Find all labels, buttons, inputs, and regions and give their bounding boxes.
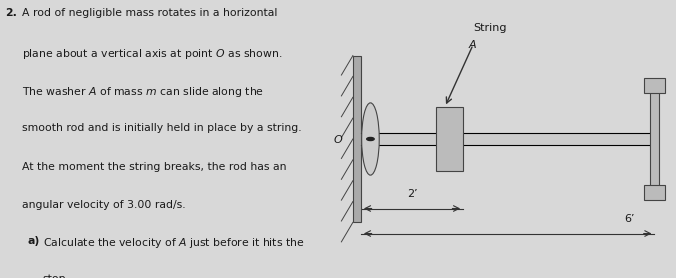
- Bar: [353, 56, 361, 222]
- Bar: [644, 185, 665, 200]
- Text: $O$: $O$: [333, 133, 343, 145]
- Text: 2.: 2.: [5, 8, 18, 18]
- Bar: [644, 78, 665, 93]
- Bar: [436, 107, 463, 171]
- Bar: [361, 133, 656, 145]
- Bar: [650, 89, 659, 189]
- Text: plane about a vertical axis at point $O$ as shown.: plane about a vertical axis at point $O$…: [22, 47, 283, 61]
- Text: $A$: $A$: [468, 38, 477, 50]
- Circle shape: [366, 137, 375, 140]
- Text: 2’: 2’: [407, 189, 417, 199]
- Text: A rod of negligible mass rotates in a horizontal: A rod of negligible mass rotates in a ho…: [22, 8, 278, 18]
- Text: Calculate the velocity of $A$ just before it hits the: Calculate the velocity of $A$ just befor…: [43, 236, 304, 250]
- Text: String: String: [473, 23, 507, 33]
- Text: stop.: stop.: [43, 274, 70, 278]
- Text: The washer $A$ of mass $m$ can slide along the: The washer $A$ of mass $m$ can slide alo…: [22, 85, 264, 99]
- Text: a): a): [27, 236, 39, 246]
- Text: smooth rod and is initially held in place by a string.: smooth rod and is initially held in plac…: [22, 123, 302, 133]
- Text: angular velocity of 3.00 rad/s.: angular velocity of 3.00 rad/s.: [22, 200, 186, 210]
- Ellipse shape: [362, 103, 379, 175]
- Text: At the moment the string breaks, the rod has an: At the moment the string breaks, the rod…: [22, 162, 287, 172]
- Text: 6’: 6’: [624, 214, 635, 224]
